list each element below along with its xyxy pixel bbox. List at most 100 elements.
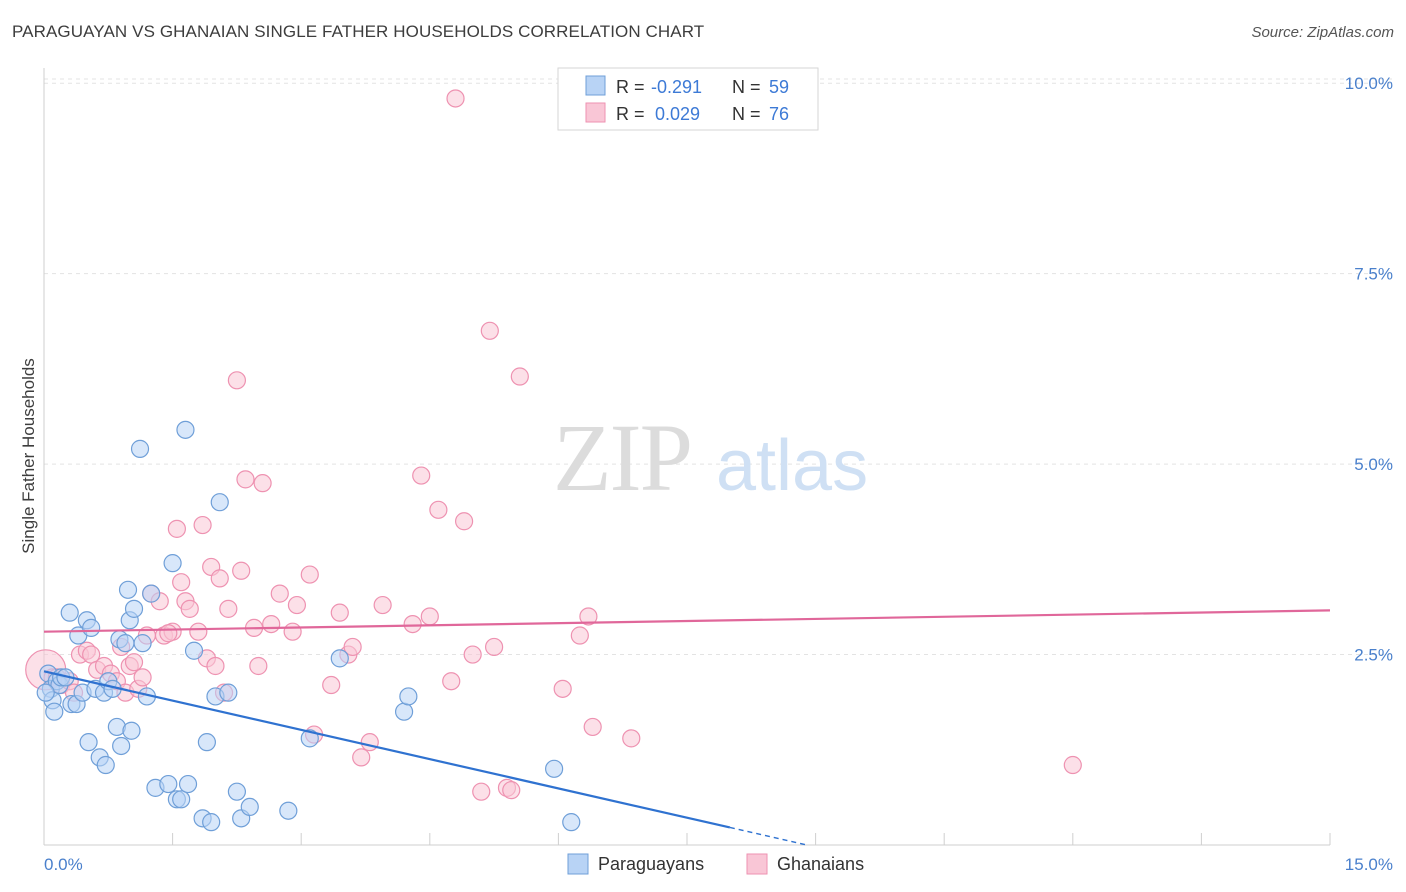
ghanaians-point (412, 466, 431, 485)
paraguayans-point (279, 801, 298, 820)
y-axis-label: Single Father Households (19, 358, 38, 554)
paraguayans-point (142, 584, 161, 603)
ghanaians-point (159, 624, 178, 643)
ghanaians-point (446, 89, 465, 108)
bottom-legend: Paraguayans Ghanaians (567, 853, 864, 875)
paraguayans-point (197, 733, 216, 752)
paraguayans-point (122, 721, 141, 740)
stats-legend: R = -0.291 N = 59 R = 0.029 N = 76 (557, 67, 819, 131)
paraguayans-point (394, 702, 414, 721)
paraguayans-trend-line (43, 670, 731, 829)
ghanaians-point (502, 781, 521, 800)
paraguayans-point (45, 702, 64, 721)
y-tick-label: 10.0% (1345, 74, 1393, 93)
ghanaians-r-label: R = (616, 104, 645, 124)
paraguayans-series (36, 420, 581, 832)
y-tick-labels: 2.5% 5.0% 7.5% 10.0% (1345, 74, 1393, 664)
paraguayans-point (240, 797, 259, 817)
paraguayans-point (202, 813, 221, 832)
paraguayans-n-value: 59 (769, 77, 789, 97)
ghanaians-point (253, 474, 272, 493)
paraguayans-point (399, 687, 418, 706)
ghanaians-point (454, 512, 474, 531)
source-credit: Source: ZipAtlas.com (1251, 24, 1394, 41)
ghanaians-point (485, 637, 504, 657)
ghanaians-point (510, 367, 529, 386)
ghanaians-point (193, 515, 212, 535)
ghanaians-point (420, 607, 439, 626)
ghanaians-point (133, 668, 152, 687)
paraguayans-point (82, 618, 101, 637)
ghanaians-point (232, 561, 251, 580)
paraguayans-point (60, 603, 79, 622)
paraguayans-point (176, 420, 195, 439)
paraguayans-point (219, 683, 238, 702)
paraguayans-point (227, 782, 246, 801)
ghanaians-point (343, 637, 362, 657)
ghanaians-point (429, 500, 448, 519)
ghanaians-point (583, 717, 602, 737)
ghanaians-point (283, 622, 302, 641)
ghanaians-point (227, 371, 246, 390)
paraguayans-r-label: R = (616, 77, 645, 97)
legend-label-paraguayans: Paraguayans (598, 854, 704, 874)
paraguayans-point (330, 649, 349, 668)
y-tick-label: 7.5% (1354, 265, 1393, 284)
ghanaians-trend-line (43, 609, 1331, 633)
ghanaians-point (352, 748, 371, 767)
paraguayans-point (545, 759, 564, 778)
ghanaians-point (249, 656, 268, 676)
watermark-atlas: atlas (716, 426, 868, 506)
ghanaians-point (570, 626, 589, 645)
ghanaians-point (579, 607, 598, 626)
paraguayans-point (116, 634, 135, 653)
x-tick-label-min: 0.0% (44, 855, 83, 874)
ghanaians-point (180, 599, 199, 618)
ghanaians-point (472, 782, 491, 801)
paraguayans-r-value: -0.291 (651, 77, 702, 97)
ghanaians-point (480, 321, 499, 340)
x-tick-label-max: 15.0% (1345, 855, 1393, 874)
ghanaians-r-value: 0.029 (655, 104, 700, 124)
watermark: ZIP atlas (553, 404, 868, 511)
paraguayans-point (163, 554, 182, 573)
paraguayans-point (300, 729, 319, 748)
paraguayans-point (36, 683, 55, 702)
legend-label-ghanaians: Ghanaians (777, 854, 864, 874)
paraguayans-point (562, 813, 581, 832)
ghanaians-point (236, 470, 255, 489)
ghanaians-point (300, 565, 319, 584)
paraguayans-swatch (585, 75, 606, 96)
paraguayans-point (96, 755, 115, 775)
legend-swatch-ghanaians (746, 853, 768, 875)
paraguayans-point (184, 641, 204, 660)
ghanaians-point (167, 519, 186, 538)
legend-swatch-paraguayans (567, 853, 589, 875)
ghanaians-point (189, 622, 208, 641)
paraguayans-point (79, 733, 98, 752)
ghanaians-n-value: 76 (769, 104, 789, 124)
paraguayans-point (118, 580, 138, 599)
ghanaians-point (463, 645, 482, 664)
paraguayans-point (210, 493, 229, 512)
ghanaians-point (219, 599, 238, 618)
ghanaians-point (330, 603, 349, 622)
ghanaians-point (1063, 755, 1082, 775)
ghanaians-point (360, 733, 379, 752)
ghanaians-point (322, 675, 341, 695)
ghanaians-swatch (585, 102, 606, 123)
paraguayans-point (130, 439, 150, 458)
ghanaians-point (270, 584, 289, 603)
ghanaians-n-label: N = (732, 104, 761, 124)
trend-lines (43, 609, 1331, 846)
paraguayans-trend-extension (729, 826, 808, 846)
ghanaians-point (124, 653, 144, 672)
ghanaians-point (442, 672, 461, 691)
paraguayans-point (124, 599, 144, 618)
paraguayans-point (172, 790, 191, 809)
y-tick-label: 2.5% (1354, 646, 1393, 665)
paraguayans-point (159, 774, 178, 794)
paraguayans-point (133, 634, 152, 653)
ghanaians-point (553, 679, 572, 698)
